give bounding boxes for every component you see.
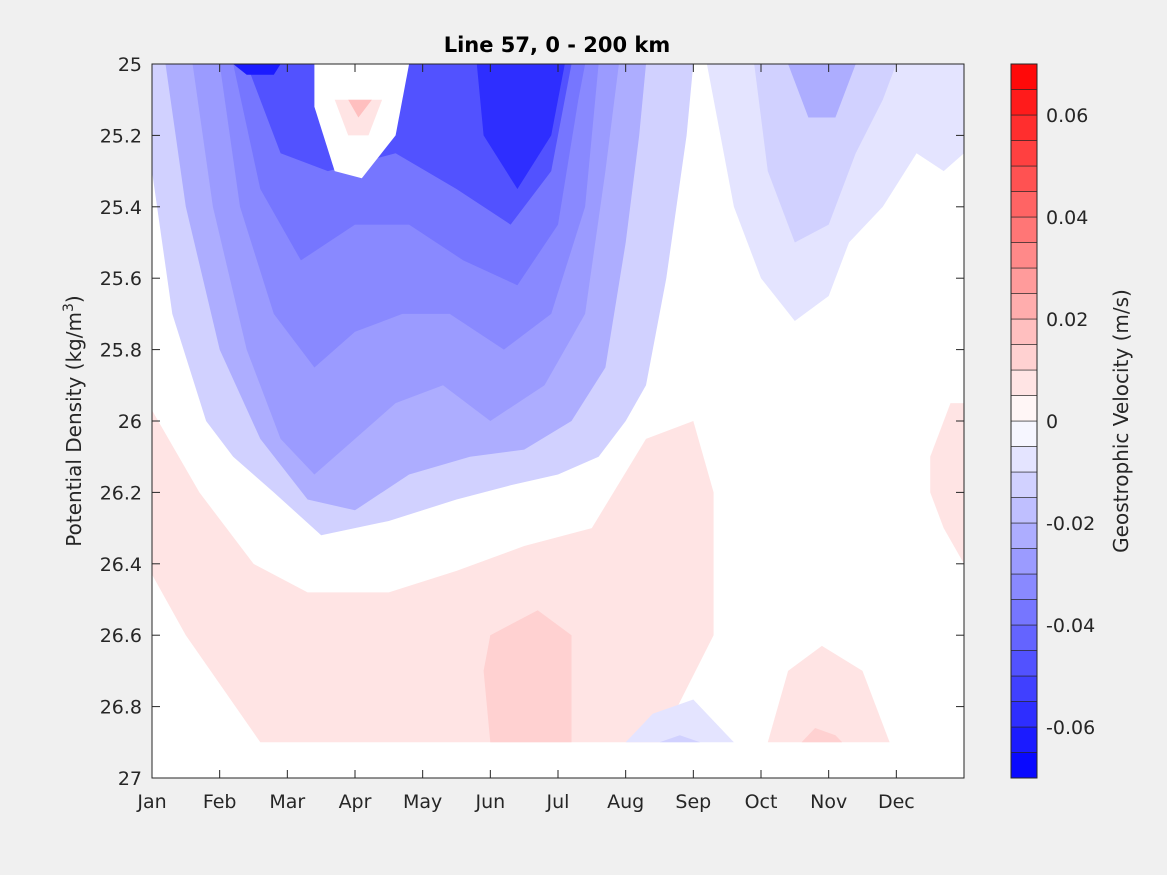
x-tick-label: Nov: [810, 791, 847, 813]
y-axis-label: Potential Density (kg/m3): [61, 295, 86, 546]
colorbar-bin: [1010, 63, 1038, 90]
colorbar-bin: [1010, 497, 1038, 524]
colorbar-tick-label: -0.06: [1046, 717, 1095, 739]
colorbar-bin: [1010, 242, 1038, 269]
colorbar-bin: [1010, 344, 1038, 371]
x-tick-label: Mar: [269, 791, 305, 813]
colorbar-bin: [1010, 650, 1038, 677]
x-tick-label: Dec: [878, 791, 915, 813]
colorbar-bin: [1010, 446, 1038, 473]
colorbar-bin: [1010, 318, 1038, 345]
colorbar: [1010, 63, 1038, 779]
contour-region-6: [476, 64, 565, 189]
colorbar-bin: [1010, 420, 1038, 447]
colorbar-bin: [1010, 726, 1038, 753]
colorbar-border: [1010, 63, 1038, 779]
y-tick-label: 25.4: [100, 197, 142, 219]
y-tick-label: 27: [118, 768, 142, 790]
colorbar-bin: [1010, 369, 1038, 396]
colorbar-tick-label: -0.02: [1046, 513, 1095, 535]
colorbar-bin: [1010, 89, 1038, 116]
colorbar-tick-label: 0.04: [1046, 207, 1088, 229]
colorbar-bin: [1010, 114, 1038, 141]
y-tick-label: 26.4: [100, 554, 142, 576]
y-tick-label: 26: [118, 411, 142, 433]
contour-region-9: [334, 99, 383, 136]
y-tick-label: 26.2: [100, 482, 142, 504]
contour-fills: [152, 64, 964, 743]
colorbar-bin: [1010, 701, 1038, 728]
x-tick-label: Jun: [474, 791, 505, 813]
x-tick-label: Oct: [745, 791, 778, 813]
colorbar-bin: [1010, 471, 1038, 498]
colorbar-bin: [1010, 599, 1038, 626]
colorbar-bin: [1010, 165, 1038, 192]
x-tick-label: Apr: [339, 791, 372, 813]
x-tick-label: Jul: [546, 791, 570, 813]
contour-region-10: [348, 99, 372, 118]
colorbar-bin: [1010, 522, 1038, 549]
contour-region-18: [801, 728, 843, 743]
contour-region-13: [788, 64, 856, 118]
contour-region-14: [152, 410, 714, 743]
contour-region-20: [659, 735, 701, 743]
y-tick-label: 25.2: [100, 125, 142, 147]
colorbar-tick-label: 0: [1046, 411, 1058, 433]
x-tick-label: Sep: [675, 791, 711, 813]
colorbar-tick-label: -0.04: [1046, 615, 1095, 637]
colorbar-bin: [1010, 293, 1038, 320]
y-tick-label: 26.8: [100, 697, 142, 719]
contour-region-12: [754, 64, 897, 243]
y-tick-label: 26.6: [100, 625, 142, 647]
x-tick-label: Jan: [136, 791, 166, 813]
colorbar-bin: [1010, 191, 1038, 218]
colorbar-bin: [1010, 267, 1038, 294]
contour-region-7: [233, 64, 281, 75]
y-tick-label: 25: [118, 54, 142, 76]
colorbar-bin: [1010, 573, 1038, 600]
colorbar-bin: [1010, 548, 1038, 575]
colorbar-bin: [1010, 624, 1038, 651]
contour-region-16: [930, 403, 964, 564]
colorbar-bin: [1010, 752, 1038, 779]
y-tick-label: 25.6: [100, 268, 142, 290]
y-axis: 25 25.2 25.4 25.6 25.8 26 26.2 26.4 26.6 26.8 27: [100, 54, 964, 790]
x-tick-label: May: [403, 791, 442, 813]
chart-title: Line 57, 0 - 200 km: [444, 33, 671, 57]
contour-region-19: [625, 699, 734, 743]
colorbar-bin: [1010, 395, 1038, 422]
colorbar-bin: [1010, 140, 1038, 167]
colorbar-bin: [1010, 216, 1038, 243]
y-axis-label-superscript: 3: [61, 303, 77, 312]
contour-region-15: [483, 610, 572, 743]
colorbar-tick-label: 0.06: [1046, 105, 1088, 127]
x-tick-label: Aug: [607, 791, 644, 813]
x-axis: Jan Feb Mar Apr May Jun Jul Aug Sep Oct Nov Dec: [136, 64, 915, 813]
colorbar-label: Geostrophic Velocity (m/s): [1109, 289, 1133, 553]
x-tick-label: Feb: [203, 791, 237, 813]
colorbar-ticks: -0.06 -0.04 -0.02 0 0.02 0.04 0.06: [1046, 105, 1095, 739]
colorbar-bin: [1010, 675, 1038, 702]
colorbar-tick-label: 0.02: [1046, 309, 1088, 331]
contour-region-17: [767, 645, 890, 743]
y-tick-label: 25.8: [100, 340, 142, 362]
